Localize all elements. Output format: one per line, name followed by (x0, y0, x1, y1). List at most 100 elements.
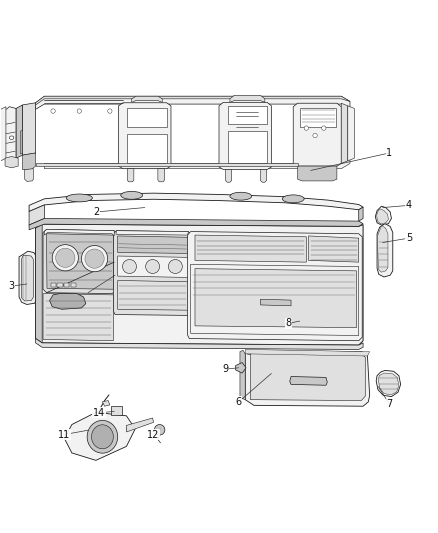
Polygon shape (118, 256, 187, 277)
Polygon shape (127, 108, 166, 127)
Ellipse shape (230, 192, 252, 200)
Polygon shape (49, 301, 92, 328)
Polygon shape (20, 130, 22, 154)
Polygon shape (127, 169, 134, 182)
Polygon shape (113, 231, 191, 316)
Polygon shape (341, 103, 348, 164)
Text: 7: 7 (386, 399, 392, 409)
Bar (57, 282, 63, 287)
Polygon shape (187, 231, 362, 341)
Polygon shape (132, 96, 162, 102)
Polygon shape (44, 158, 350, 169)
Polygon shape (297, 166, 337, 181)
Polygon shape (261, 169, 267, 182)
Text: 4: 4 (406, 200, 412, 211)
Polygon shape (219, 102, 272, 169)
Ellipse shape (87, 421, 118, 453)
Bar (64, 282, 69, 287)
Circle shape (51, 109, 55, 113)
Text: 12: 12 (147, 430, 160, 440)
Polygon shape (25, 169, 33, 181)
Circle shape (123, 260, 137, 273)
Polygon shape (5, 107, 16, 161)
Polygon shape (35, 224, 363, 345)
Text: 6: 6 (236, 397, 242, 407)
Polygon shape (35, 224, 42, 343)
Circle shape (81, 246, 108, 272)
Polygon shape (240, 350, 245, 400)
Polygon shape (376, 370, 401, 397)
Polygon shape (127, 418, 153, 432)
Polygon shape (228, 106, 267, 124)
Polygon shape (300, 108, 336, 127)
Polygon shape (29, 219, 363, 230)
Text: 5: 5 (406, 233, 412, 243)
Text: 11: 11 (58, 430, 70, 440)
Polygon shape (195, 235, 306, 262)
Polygon shape (111, 406, 122, 415)
Ellipse shape (283, 195, 304, 203)
Text: 9: 9 (223, 364, 229, 374)
Polygon shape (35, 163, 297, 166)
Polygon shape (191, 264, 359, 335)
Text: 1: 1 (386, 148, 392, 158)
Polygon shape (1, 107, 6, 161)
Polygon shape (308, 236, 359, 262)
Circle shape (85, 249, 104, 268)
Text: 14: 14 (93, 408, 105, 418)
Circle shape (77, 109, 81, 113)
Circle shape (146, 260, 159, 273)
Polygon shape (228, 131, 267, 164)
Polygon shape (375, 206, 392, 225)
Circle shape (168, 260, 182, 273)
Polygon shape (226, 169, 232, 182)
Ellipse shape (121, 191, 143, 199)
Polygon shape (35, 338, 363, 350)
Polygon shape (64, 413, 135, 461)
Polygon shape (377, 224, 393, 277)
Polygon shape (245, 350, 370, 356)
Bar (71, 282, 76, 287)
Polygon shape (22, 103, 35, 155)
Polygon shape (127, 134, 166, 164)
Polygon shape (195, 269, 357, 328)
Text: 2: 2 (94, 207, 100, 217)
Polygon shape (158, 169, 164, 182)
Polygon shape (378, 225, 388, 272)
Text: 8: 8 (286, 318, 292, 328)
Polygon shape (359, 207, 363, 221)
Polygon shape (102, 400, 110, 406)
Polygon shape (118, 236, 187, 253)
Polygon shape (16, 105, 22, 158)
Polygon shape (5, 157, 18, 168)
Polygon shape (29, 205, 44, 225)
Polygon shape (236, 362, 246, 373)
Polygon shape (290, 376, 327, 385)
Polygon shape (35, 96, 350, 105)
Polygon shape (377, 209, 389, 224)
Circle shape (304, 126, 308, 130)
Circle shape (56, 248, 75, 268)
Polygon shape (35, 96, 350, 109)
Polygon shape (44, 229, 114, 236)
Circle shape (154, 425, 165, 435)
Polygon shape (22, 153, 35, 169)
Polygon shape (293, 103, 341, 166)
Ellipse shape (66, 194, 92, 202)
Polygon shape (261, 299, 291, 306)
Polygon shape (46, 234, 113, 289)
Circle shape (52, 245, 78, 271)
Polygon shape (378, 373, 399, 395)
Polygon shape (43, 229, 117, 294)
Circle shape (321, 126, 326, 130)
Polygon shape (348, 106, 354, 161)
Polygon shape (230, 95, 265, 102)
Polygon shape (245, 351, 370, 406)
Polygon shape (29, 193, 363, 212)
Polygon shape (21, 255, 33, 301)
Circle shape (313, 133, 317, 138)
Polygon shape (251, 353, 365, 400)
Bar (51, 282, 56, 287)
Ellipse shape (92, 425, 113, 449)
Polygon shape (119, 103, 171, 169)
